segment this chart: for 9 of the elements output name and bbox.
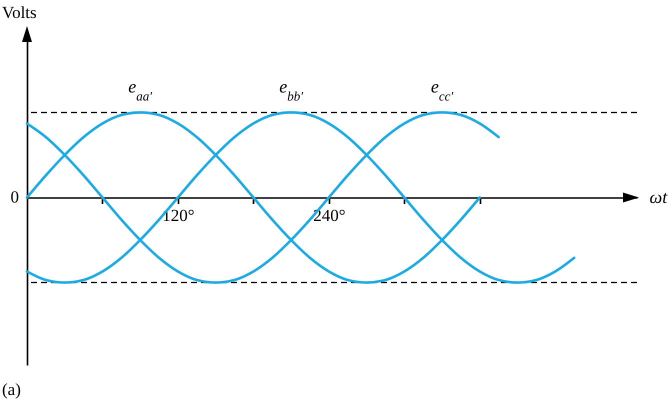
series-label: e$_{aa′}$ — [128, 76, 152, 103]
text: (a) — [2, 380, 21, 399]
x-axis-title: ωt — [650, 187, 668, 207]
x-tick-label: 120° — [162, 206, 195, 225]
x-tick-label: 240° — [313, 206, 346, 225]
text: Volts — [2, 3, 37, 22]
series-label: e$_{bb′}$ — [279, 76, 304, 103]
series-label: e$_{cc′}$ — [430, 76, 454, 103]
annotation: 0 — [10, 188, 19, 206]
